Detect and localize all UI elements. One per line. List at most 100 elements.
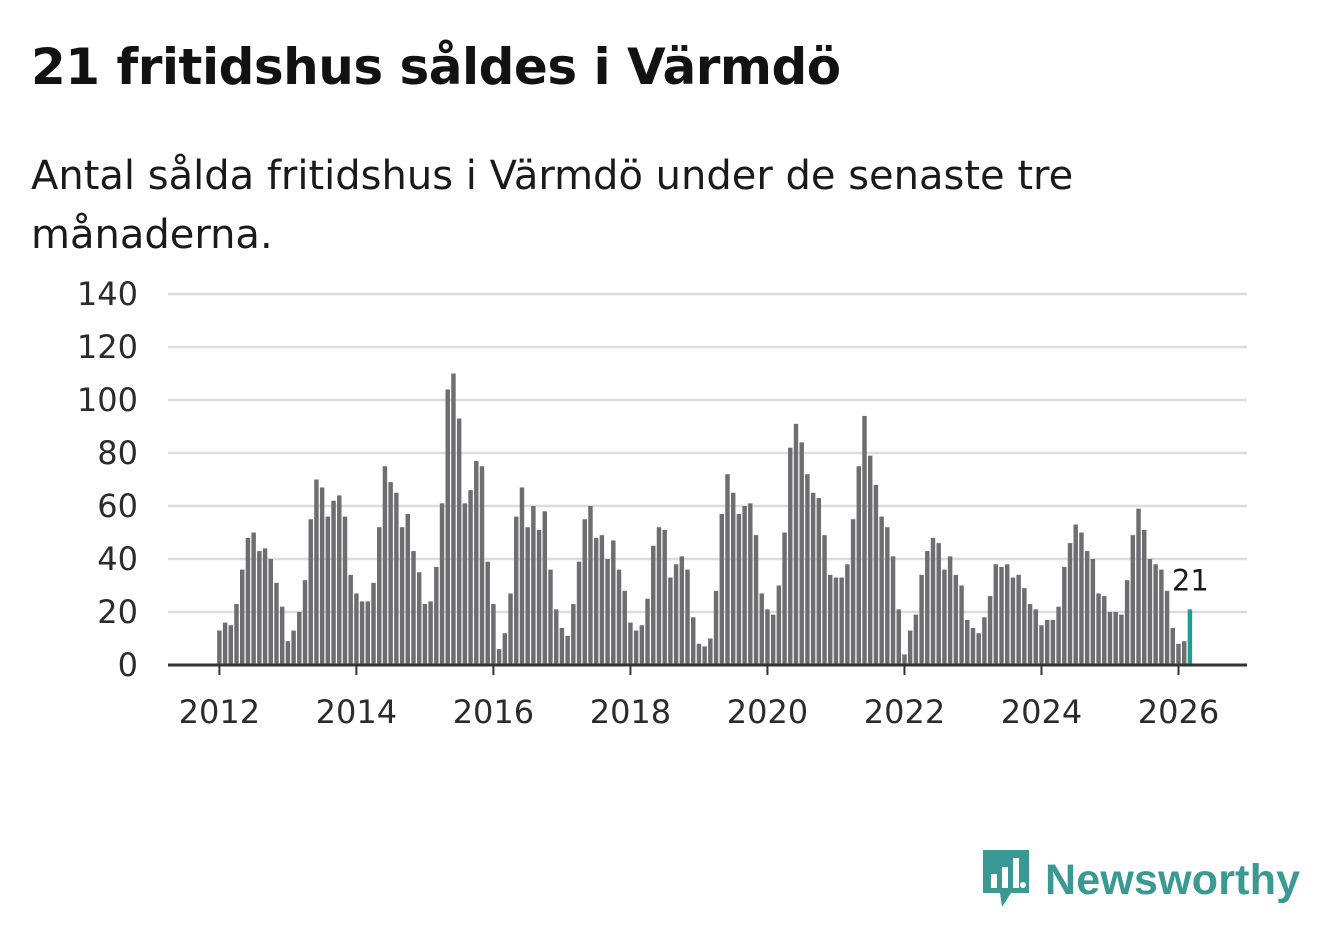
bar — [765, 609, 770, 665]
x-tick-label: 2026 — [1138, 693, 1219, 731]
bar — [1153, 564, 1158, 665]
bar — [730, 492, 736, 665]
bar — [331, 500, 336, 665]
bar — [708, 638, 713, 665]
bar — [1176, 643, 1181, 665]
bar — [947, 556, 953, 665]
bar — [217, 630, 222, 665]
bar — [1113, 612, 1118, 665]
bar — [291, 630, 296, 665]
x-tick-label: 2014 — [316, 693, 397, 731]
bar — [982, 617, 987, 665]
bar — [1119, 614, 1124, 665]
bar — [879, 516, 884, 665]
bar — [639, 625, 645, 665]
bar — [782, 532, 787, 665]
bar — [285, 641, 291, 665]
bar — [588, 506, 593, 665]
bar — [274, 582, 279, 665]
bar — [342, 516, 348, 665]
bar — [770, 614, 776, 665]
bar — [542, 511, 548, 665]
bar — [571, 604, 576, 665]
bar — [759, 593, 764, 665]
bar — [696, 643, 702, 665]
bar — [856, 466, 862, 665]
bar — [559, 627, 565, 665]
bar — [359, 601, 365, 665]
bar — [719, 513, 724, 665]
bar — [668, 577, 673, 665]
x-tick-label: 2020 — [727, 693, 808, 731]
bar — [742, 506, 747, 665]
bar — [1010, 577, 1016, 665]
bar — [1090, 559, 1096, 665]
newsworthy-logo: Newsworthy — [981, 849, 1300, 911]
y-tick-label: 120 — [77, 328, 138, 366]
bar — [268, 559, 273, 665]
bar — [514, 516, 519, 665]
bar — [262, 548, 268, 665]
bar — [222, 622, 228, 665]
bar — [399, 527, 405, 665]
bar — [314, 479, 319, 665]
bar — [753, 535, 759, 665]
bar — [890, 556, 896, 665]
highlight-value-label: 21 — [1172, 563, 1209, 597]
bar — [845, 564, 850, 665]
bar — [468, 490, 473, 665]
bar — [251, 532, 256, 665]
bar — [439, 503, 445, 665]
x-tick-label: 2016 — [453, 693, 534, 731]
bar — [531, 506, 536, 665]
bar — [959, 585, 964, 665]
bar — [885, 527, 890, 665]
bar — [599, 535, 605, 665]
bar — [867, 455, 873, 665]
bar — [936, 543, 941, 665]
bar — [913, 614, 919, 665]
x-tick-label: 2018 — [590, 693, 671, 731]
bar — [593, 537, 599, 665]
x-tick-label: 2024 — [1001, 693, 1082, 731]
bar — [382, 466, 388, 665]
bar — [485, 561, 490, 665]
bar — [611, 540, 616, 665]
gridlines — [168, 292, 1247, 614]
bar — [377, 527, 382, 665]
annotations: 21 — [1172, 563, 1209, 597]
bar — [1096, 593, 1101, 665]
bar — [456, 418, 462, 665]
bar — [662, 529, 667, 665]
bar — [816, 498, 822, 665]
bar — [228, 625, 234, 665]
x-axis: 2012 2014 2016 2018 2020 2022 2024 2026 — [168, 663, 1247, 731]
bar — [1102, 596, 1107, 665]
bar — [862, 415, 867, 665]
bar — [805, 474, 810, 665]
bar — [919, 574, 924, 665]
bar — [428, 601, 433, 665]
bar — [605, 559, 610, 665]
bar — [993, 564, 999, 665]
bar — [297, 612, 302, 665]
y-tick-label: 40 — [97, 540, 138, 578]
bar — [422, 604, 428, 665]
bar-chart-speech-bubble-icon — [981, 847, 1031, 913]
bar — [799, 442, 804, 665]
bar — [302, 580, 308, 665]
bar — [257, 551, 262, 665]
bar — [999, 566, 1004, 665]
bar — [308, 519, 313, 665]
bar — [1027, 604, 1033, 665]
bar — [1062, 566, 1067, 665]
y-tick-label: 140 — [77, 275, 138, 313]
bar — [536, 529, 542, 665]
bar — [405, 513, 411, 665]
bar — [873, 484, 879, 665]
bar — [576, 561, 582, 665]
bar — [736, 513, 742, 665]
bar — [645, 598, 650, 665]
bar — [713, 590, 719, 665]
